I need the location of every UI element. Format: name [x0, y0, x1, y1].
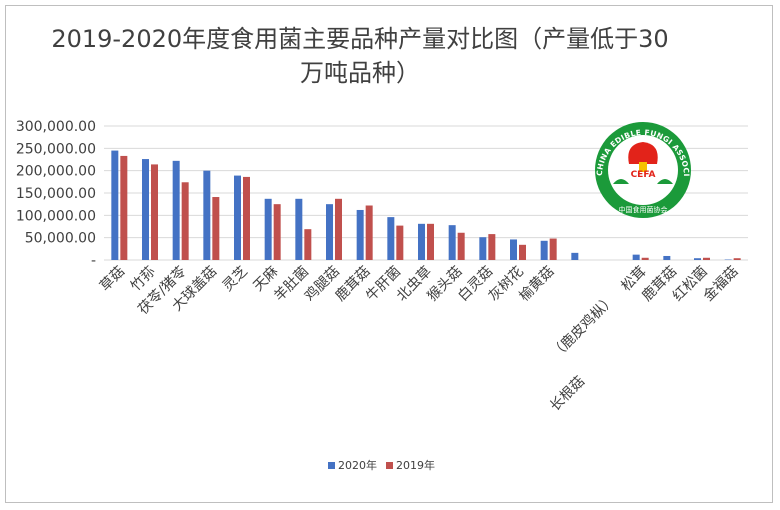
- bar-2019: [120, 155, 128, 260]
- legend-label: 2020年: [338, 458, 377, 472]
- x-tick-label: 草菇: [97, 264, 128, 295]
- x-tick-label: 长根菇: [547, 374, 588, 415]
- bar-2020: [663, 255, 671, 260]
- bar-2019: [427, 223, 434, 260]
- bar-2020: [387, 217, 395, 260]
- legend-label: 2019年: [396, 458, 435, 472]
- y-tick-label: -: [91, 253, 96, 269]
- legend-swatch: [386, 462, 393, 469]
- bar-2019: [365, 205, 373, 260]
- mushroom-icon: [628, 142, 658, 164]
- bar-2019: [243, 176, 250, 260]
- chart-title: 2019-2020年度食用菌主要品种产量对比图（产量低于30万吨品种）: [51, 25, 669, 87]
- bar-2020: [694, 258, 701, 260]
- x-tick-label: 金福菇: [700, 264, 741, 305]
- bar-2020: [111, 150, 119, 260]
- bar-2020: [234, 175, 241, 260]
- bar-2020: [326, 204, 333, 260]
- y-tick-label: 50,000.00: [25, 231, 96, 247]
- bar-2020: [510, 239, 517, 260]
- y-tick-label: 250,000.00: [16, 141, 96, 157]
- bar-2019: [212, 197, 220, 260]
- bar-2019: [457, 232, 465, 260]
- bar-2019: [396, 225, 404, 260]
- bar-2019: [519, 244, 526, 260]
- x-tick-label: （鹿皮鸡枞）: [547, 291, 618, 362]
- y-tick-label: 300,000.00: [16, 119, 96, 135]
- logo-ring-text: CHINA EDIBLE FUNGI ASSOCIATION: [0, 0, 691, 177]
- x-tick-label: 灵芝: [220, 264, 251, 295]
- bar-2019: [549, 238, 557, 260]
- bar-2020: [448, 225, 456, 260]
- bar-2019: [335, 198, 342, 260]
- bar-2020: [418, 223, 425, 260]
- bar-2020: [203, 170, 211, 260]
- logo-abbr: CEFA: [631, 170, 656, 180]
- bar-2019: [641, 257, 649, 260]
- bar-2019: [273, 204, 281, 260]
- leaf-icon: [613, 179, 629, 184]
- legend-swatch: [328, 462, 335, 469]
- y-tick-label: 200,000.00: [16, 164, 96, 180]
- bar-2020: [571, 252, 579, 260]
- x-tick-label: 榆黄菇: [516, 263, 558, 305]
- bar-2020: [172, 160, 180, 260]
- bar-2019: [733, 258, 741, 260]
- bar-2020: [142, 159, 149, 260]
- bar-2020: [632, 254, 640, 260]
- bar-2019: [181, 182, 189, 260]
- y-tick-label: 150,000.00: [16, 186, 96, 202]
- bar-2020: [540, 240, 548, 260]
- mushroom-stem-icon: [639, 162, 647, 172]
- y-tick-label: 100,000.00: [16, 208, 96, 224]
- bar-2019: [703, 257, 710, 260]
- bar-2020: [479, 237, 487, 260]
- bar-2020: [295, 198, 303, 260]
- bar-2019: [488, 234, 496, 260]
- leaf-icon: [657, 179, 673, 184]
- bar-2020: [264, 198, 272, 260]
- bar-2019: [304, 229, 312, 260]
- bar-2019: [151, 164, 158, 260]
- bar-2020: [356, 209, 364, 260]
- logo-bottom-text: 中国食用菌协会: [619, 205, 668, 214]
